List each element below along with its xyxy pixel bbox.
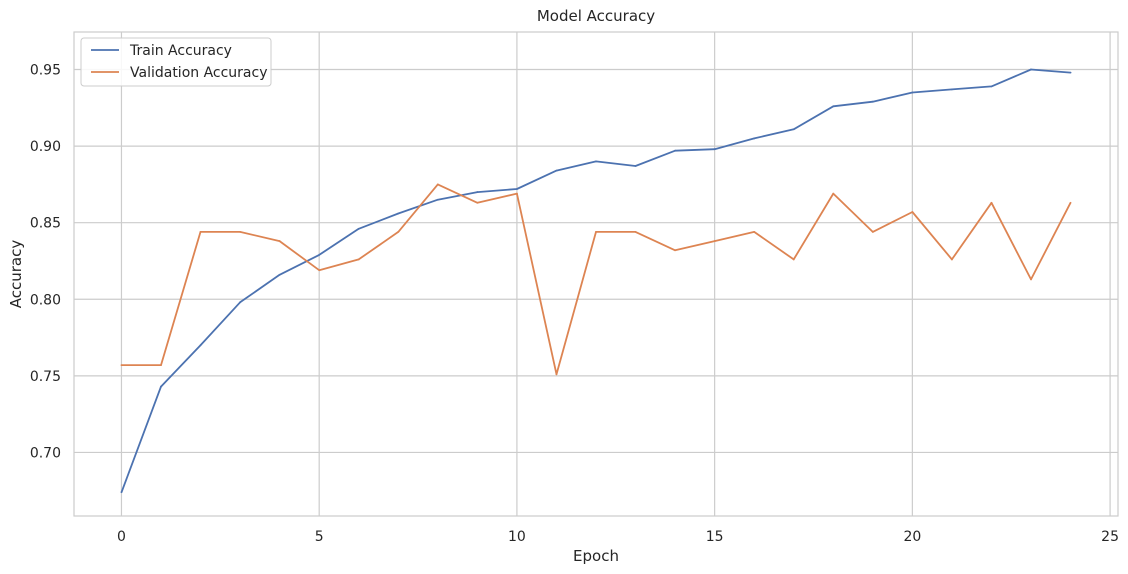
train-accuracy-point: [595, 160, 597, 163]
validation-accuracy-point: [555, 373, 558, 376]
validation-accuracy-point: [1069, 201, 1072, 204]
validation-accuracy-point: [832, 192, 835, 195]
validation-accuracy-point: [951, 258, 953, 261]
validation-accuracy-point: [1030, 278, 1032, 281]
validation-accuracy-point: [239, 230, 241, 233]
train-accuracy-point: [753, 137, 756, 140]
train-accuracy-point: [278, 273, 281, 276]
validation-accuracy-point: [357, 258, 360, 261]
validation-accuracy-point: [595, 230, 597, 233]
y-tick-label: 0.70: [30, 445, 61, 461]
validation-accuracy-point: [634, 230, 637, 233]
train-accuracy-point: [357, 227, 360, 230]
train-accuracy-point: [1069, 71, 1072, 74]
train-accuracy-point: [1030, 68, 1032, 71]
train-accuracy-point: [832, 105, 835, 108]
validation-accuracy-point: [911, 211, 914, 213]
series-lines: [120, 68, 1072, 494]
y-tick-label: 0.85: [30, 216, 61, 232]
train-accuracy-point: [239, 301, 241, 304]
validation-accuracy-point: [990, 201, 993, 204]
grid: [74, 32, 1118, 516]
x-tick-label: 15: [706, 529, 724, 545]
train-accuracy-point: [911, 91, 914, 94]
validation-accuracy-point: [160, 364, 162, 367]
x-tick-label: 5: [315, 529, 324, 545]
train-accuracy-point: [792, 128, 795, 131]
validation-accuracy-point: [674, 249, 676, 252]
legend-box: [80, 37, 272, 87]
train-accuracy-point: [713, 148, 716, 151]
train-accuracy-point: [318, 253, 321, 256]
train-accuracy-point: [516, 188, 518, 190]
validation-accuracy-point: [753, 230, 756, 233]
validation-accuracy-point: [199, 230, 202, 233]
validation-accuracy-point: [516, 192, 518, 195]
x-tick-label: 10: [508, 529, 526, 545]
train-accuracy-point: [120, 491, 123, 494]
train-accuracy-line: [120, 68, 1071, 493]
validation-accuracy-point: [397, 230, 400, 233]
train-accuracy-point: [634, 165, 637, 167]
x-tick-label: 25: [1101, 529, 1119, 545]
legend-label-train: Train Accuracy: [129, 43, 232, 59]
tick-labels: 0 5 10 15 20 25 0.70 0.75 0.80 0.85 0.90 0.95: [30, 63, 1119, 545]
train-accuracy-point: [951, 88, 953, 91]
validation-accuracy-point: [278, 240, 281, 242]
validation-accuracy-point: [871, 230, 874, 233]
y-tick-label: 0.75: [30, 369, 61, 385]
y-tick-label: 0.90: [30, 139, 61, 155]
train-accuracy-point: [160, 385, 162, 388]
train-accuracy-point: [476, 191, 479, 193]
validation-accuracy-point: [318, 269, 321, 272]
chart-title: Model Accuracy: [537, 7, 655, 25]
plot-frame: [73, 31, 1119, 517]
y-tick-label: 0.95: [30, 63, 61, 79]
validation-accuracy-point: [792, 258, 795, 261]
validation-accuracy-point: [476, 201, 479, 204]
validation-accuracy-point: [436, 183, 439, 186]
train-accuracy-point: [397, 212, 400, 215]
legend-label-validation: Validation Accuracy: [130, 65, 268, 81]
x-axis-title: Epoch: [573, 547, 619, 565]
train-accuracy-point: [199, 344, 202, 347]
validation-accuracy-line: [121, 183, 1072, 376]
train-accuracy-point: [436, 198, 439, 201]
validation-accuracy-point: [120, 364, 123, 367]
y-tick-label: 0.80: [30, 292, 61, 308]
validation-accuracy-point: [713, 240, 716, 242]
x-tick-label: 20: [903, 529, 921, 545]
train-accuracy-point: [871, 100, 874, 103]
train-accuracy-point: [555, 169, 558, 172]
legend: Train Accuracy Validation Accuracy: [80, 37, 272, 87]
train-accuracy-point: [674, 149, 676, 152]
y-axis-title: Accuracy: [7, 240, 25, 309]
x-tick-label: 0: [117, 529, 126, 545]
train-accuracy-point: [990, 85, 993, 88]
